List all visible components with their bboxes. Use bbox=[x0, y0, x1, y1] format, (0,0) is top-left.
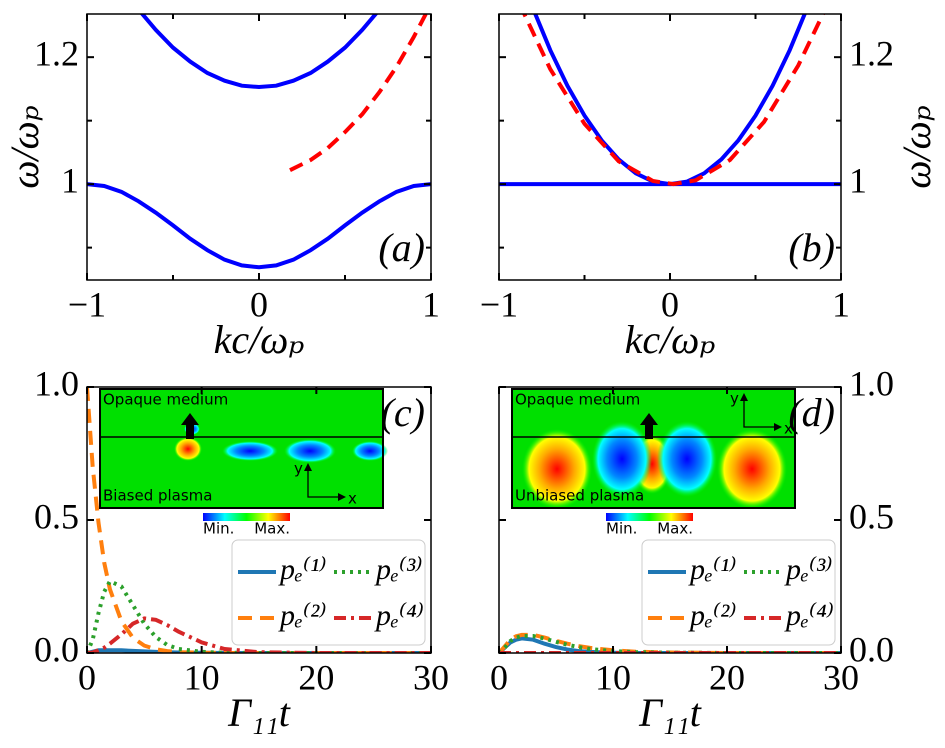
series-line bbox=[533, 14, 807, 187]
inset-field bbox=[592, 421, 652, 497]
y-tick-label: 1 bbox=[61, 160, 79, 200]
inset-field bbox=[522, 429, 592, 509]
series-line bbox=[139, 14, 379, 90]
arrow-head bbox=[740, 393, 782, 431]
series-line bbox=[87, 182, 431, 270]
x-axis-label: Γ₁₁t bbox=[227, 690, 291, 735]
colorbar-label: Max. bbox=[254, 520, 290, 538]
series-line bbox=[87, 578, 431, 653]
legend-label: pₑ⁽⁴⁾ bbox=[784, 599, 834, 632]
y-tick-label: 0.0 bbox=[849, 629, 894, 669]
y-tick-label: 0.5 bbox=[34, 496, 79, 536]
y-tick-label: 1 bbox=[849, 160, 867, 200]
arrow-head bbox=[304, 463, 346, 501]
series-line bbox=[87, 648, 431, 653]
y-tick-label: 1.0 bbox=[34, 363, 79, 403]
plot-area bbox=[499, 14, 841, 187]
inset-frame bbox=[511, 388, 796, 509]
x-axis-label: Γ₁₁t bbox=[638, 690, 702, 735]
axis-arrows bbox=[307, 465, 344, 498]
dipole bbox=[645, 425, 653, 439]
x-tick-label: 10 bbox=[184, 657, 220, 697]
x-tick-label: 0 bbox=[250, 284, 268, 324]
colorbar-label: Min. bbox=[606, 520, 637, 538]
x-tick-label: 0 bbox=[661, 284, 679, 324]
axis-arrows bbox=[743, 395, 780, 428]
legend-label: pₑ⁽⁴⁾ bbox=[374, 599, 424, 632]
dipole-arrow bbox=[181, 413, 199, 425]
x-tick-label: 30 bbox=[823, 657, 859, 697]
legend-label: pₑ⁽³⁾ bbox=[374, 553, 423, 586]
inset-label: Opaque medium bbox=[103, 391, 228, 409]
legend-label: pₑ⁽¹⁾ bbox=[688, 553, 737, 586]
y-tick-label: 0.5 bbox=[849, 496, 894, 536]
series-line bbox=[522, 14, 826, 187]
inset-field bbox=[657, 421, 717, 497]
inset-label: Opaque medium bbox=[515, 391, 640, 409]
x-tick-label: 0 bbox=[78, 657, 96, 697]
legend-box bbox=[231, 539, 426, 646]
inset-field bbox=[222, 441, 278, 461]
inset-axis-label: y bbox=[294, 460, 303, 478]
inset-axis-label: x bbox=[784, 420, 793, 438]
y-tick-label: 1.2 bbox=[34, 33, 79, 73]
inset-field bbox=[284, 439, 336, 463]
series-line bbox=[289, 14, 428, 172]
y-tick-label: 1.0 bbox=[849, 363, 894, 403]
x-tick-label: −1 bbox=[480, 284, 518, 324]
x-tick-label: 20 bbox=[298, 657, 334, 697]
x-tick-label: 0 bbox=[490, 657, 508, 697]
y-axis-label: ω/ωₚ bbox=[2, 105, 47, 189]
inset-field bbox=[174, 437, 202, 461]
x-tick-label: 1 bbox=[422, 284, 440, 324]
colorbar-label: Max. bbox=[657, 520, 693, 538]
y-tick-label: 1.2 bbox=[849, 33, 894, 73]
x-tick-label: 1 bbox=[832, 284, 850, 324]
legend-label: pₑ⁽²⁾ bbox=[688, 599, 737, 632]
x-tick-label: 10 bbox=[595, 657, 631, 697]
inset-axis-label: x bbox=[348, 490, 357, 508]
colorbar-label: Min. bbox=[203, 520, 234, 538]
panel-label: (a) bbox=[378, 225, 425, 270]
legend-label: pₑ⁽²⁾ bbox=[278, 599, 327, 632]
y-axis-label: ω/ωₚ bbox=[894, 105, 939, 189]
series-line bbox=[87, 387, 431, 653]
dipole bbox=[186, 425, 194, 439]
colorbar bbox=[203, 513, 290, 521]
legend-label: pₑ⁽³⁾ bbox=[784, 553, 833, 586]
x-axis-label: kc/ωₚ bbox=[625, 317, 716, 362]
inset-field bbox=[352, 441, 388, 461]
x-axis-label: kc/ωₚ bbox=[214, 317, 305, 362]
panel-label: (b) bbox=[788, 225, 835, 270]
dipole-arrow bbox=[640, 413, 658, 425]
x-tick-label: 30 bbox=[413, 657, 449, 697]
inset-axis-label: y bbox=[730, 390, 739, 408]
x-tick-label: 20 bbox=[709, 657, 745, 697]
panel-label: (d) bbox=[788, 390, 835, 435]
colorbar bbox=[606, 513, 693, 521]
series-line bbox=[499, 636, 841, 653]
legend-label: pₑ⁽¹⁾ bbox=[278, 553, 327, 586]
panel-label: (c) bbox=[381, 390, 425, 435]
inset-label: Biased plasma bbox=[103, 487, 212, 505]
legend-box bbox=[641, 539, 836, 646]
y-tick-label: 0.0 bbox=[34, 629, 79, 669]
inset-frame bbox=[99, 388, 384, 509]
inset-label: Unbiased plasma bbox=[515, 487, 644, 505]
plot-area bbox=[87, 14, 431, 270]
inset-field bbox=[717, 429, 787, 509]
x-tick-label: −1 bbox=[68, 284, 106, 324]
